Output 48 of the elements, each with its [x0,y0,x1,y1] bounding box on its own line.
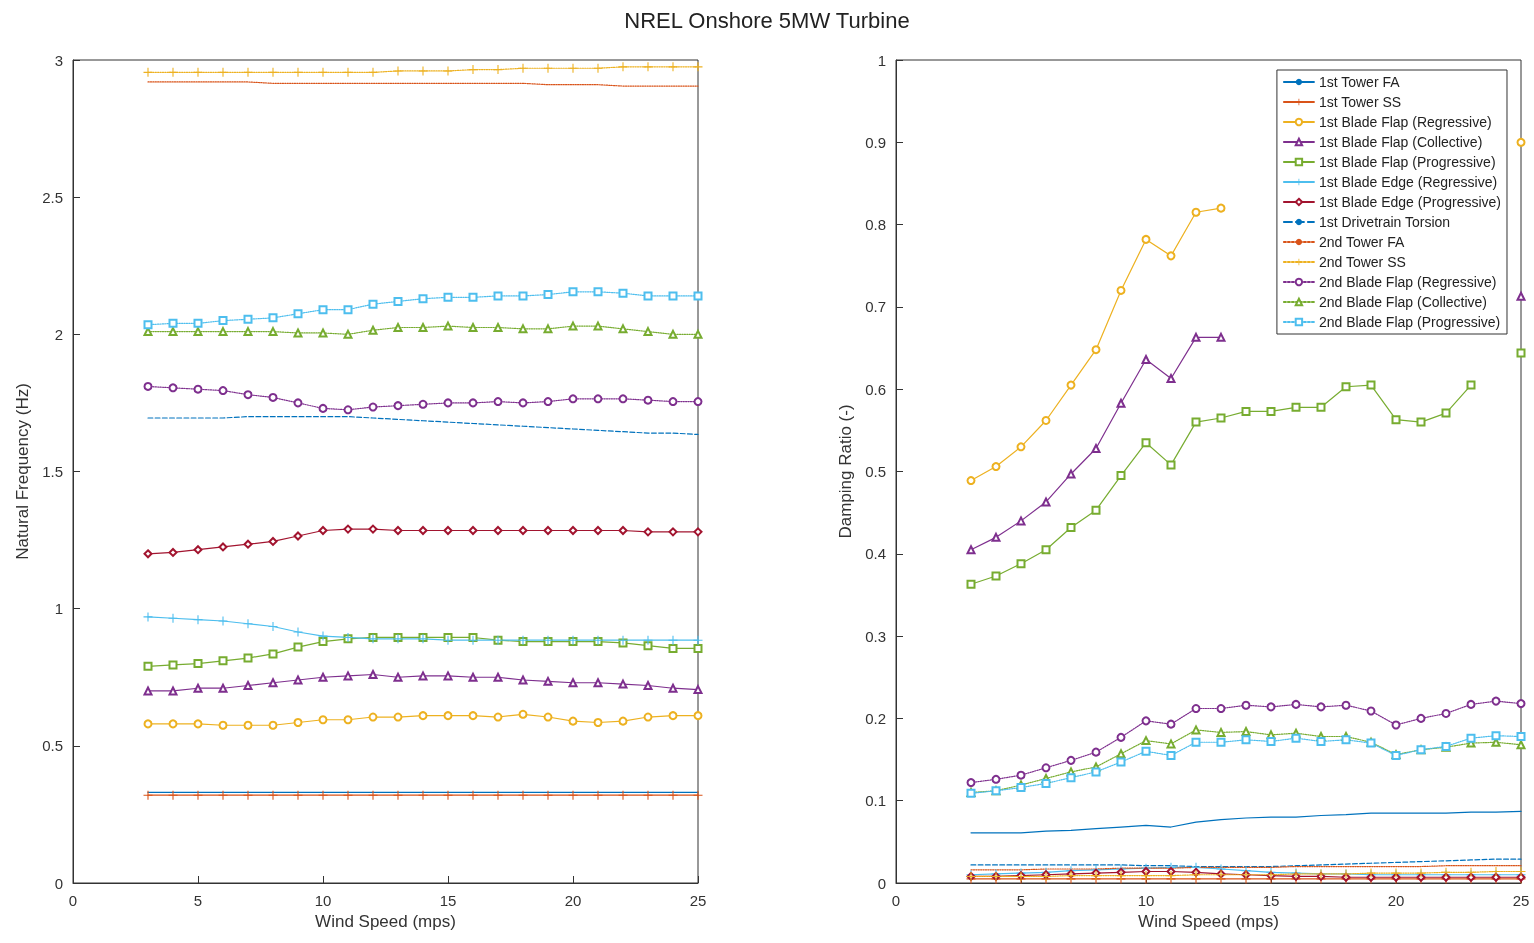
x-tick-label: 20 [564,892,582,909]
y-tick-label: 1.5 [42,463,63,480]
legend-label: 2nd Blade Flap (Regressive) [1318,274,1497,290]
legend-label: 1st Tower FA [1318,74,1401,90]
y-axis-title: Damping Ratio (-) [836,404,855,539]
x-axis-title: Wind Speed (mps) [1138,911,1279,931]
y-tick-label: 0 [877,874,886,892]
x-tick-label: 25 [1512,892,1530,909]
x-tick-label: 0 [68,892,78,909]
x-tick-label: 10 [314,892,332,909]
y-tick-label: 0.2 [865,709,886,727]
y-tick-label: 0.9 [865,133,886,151]
x-tick-label: 5 [1016,892,1026,909]
y-axis-title: Natural Frequency (Hz) [13,383,32,560]
x-tick-label: 0 [891,892,901,909]
legend-label: 1st Blade Edge (Regressive) [1318,174,1498,190]
legend-label: 2nd Blade Flap (Progressive) [1318,314,1501,330]
legend-label: 1st Drivetrain Torsion [1318,214,1451,230]
y-tick-label: 1 [877,51,886,69]
y-tick-label: 2 [54,325,63,343]
y-tick-label: 0.5 [42,737,63,755]
y-tick-label: 0.1 [865,792,886,810]
y-tick-label: 0 [54,874,63,892]
y-tick-label: 0.5 [865,463,886,480]
x-tick-label: 5 [193,892,203,909]
y-tick-label: 2.5 [42,188,63,206]
x-axis-title: Wind Speed (mps) [315,911,456,931]
y-tick-label: 0.8 [865,216,886,234]
x-tick-label: 25 [689,892,707,909]
y-tick-label: 1 [54,600,63,618]
y-tick-label: 3 [54,51,63,69]
legend-label: 1st Blade Flap (Regressive) [1318,114,1492,130]
y-tick-label: 0.3 [865,627,886,645]
x-tick-label: 10 [1137,892,1155,909]
legend-label: 1st Tower SS [1318,94,1402,110]
legend-label: 2nd Tower SS [1318,254,1406,270]
legend-label: 2nd Tower FA [1318,234,1405,250]
y-tick-label: 0.6 [865,380,886,398]
text: NREL Onshore 5MW Turbine [623,8,911,34]
x-tick-label: 20 [1387,892,1405,909]
x-tick-label: 15 [1262,892,1280,909]
legend-label: 2nd Blade Flap (Collective) [1318,294,1487,310]
legend-label: 1st Blade Edge (Progressive) [1318,194,1501,210]
x-tick-label: 15 [439,892,457,909]
y-tick-label: 0.7 [865,298,886,316]
legend-label: 1st Blade Flap (Collective) [1318,134,1483,150]
y-tick-label: 0.4 [865,545,886,563]
legend-label: 1st Blade Flap (Progressive) [1318,154,1496,170]
